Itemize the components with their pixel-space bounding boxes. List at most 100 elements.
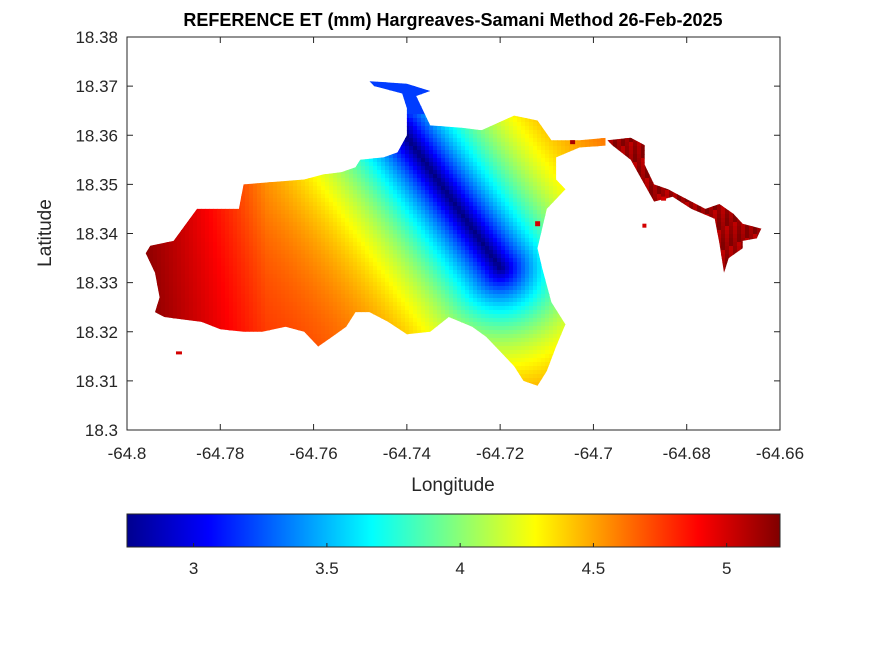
et-cell <box>257 226 262 231</box>
et-cell <box>529 182 534 187</box>
et-cell <box>469 130 474 135</box>
et-cell <box>381 238 386 243</box>
et-cell <box>453 226 458 231</box>
et-cell <box>385 162 390 167</box>
et-cell <box>285 238 290 243</box>
et-cell <box>529 190 534 195</box>
et-cell <box>401 198 406 203</box>
et-cell <box>245 182 250 187</box>
et-cell <box>357 222 362 227</box>
et-cell <box>285 222 290 227</box>
et-cell <box>317 242 322 247</box>
et-cell <box>529 142 534 147</box>
et-cell <box>193 210 198 215</box>
et-cell <box>453 230 458 235</box>
et-cell <box>557 138 562 143</box>
et-cell <box>445 238 450 243</box>
et-cell <box>441 150 446 155</box>
et-cell <box>521 198 526 203</box>
et-cell <box>309 190 314 195</box>
et-cell <box>413 190 418 195</box>
et-cell <box>449 130 454 135</box>
et-cell <box>437 130 442 135</box>
et-cell <box>513 222 518 227</box>
et-cell <box>309 222 314 227</box>
et-cell <box>429 178 434 183</box>
et-cell <box>237 210 242 215</box>
et-cell <box>437 218 442 223</box>
et-cell <box>237 206 242 211</box>
et-cell <box>337 238 342 243</box>
et-cell <box>277 242 282 247</box>
et-cell <box>265 206 270 211</box>
et-cell <box>489 130 494 135</box>
et-cell <box>421 142 426 147</box>
et-cell <box>501 138 506 143</box>
et-cell <box>473 218 478 223</box>
et-cell <box>341 226 346 231</box>
et-cell <box>513 146 518 151</box>
et-cell <box>329 218 334 223</box>
et-cell <box>325 202 330 207</box>
et-cell <box>421 222 426 227</box>
et-cell <box>469 134 474 139</box>
et-cell <box>417 194 422 199</box>
et-cell <box>285 210 290 215</box>
et-cell <box>469 210 474 215</box>
et-cell <box>377 226 382 231</box>
et-cell <box>489 234 494 239</box>
et-cell <box>505 226 510 231</box>
et-cell <box>549 170 554 175</box>
et-cell <box>413 162 418 167</box>
et-cell <box>509 162 514 167</box>
et-cell <box>545 190 550 195</box>
et-cell <box>281 230 286 235</box>
et-cell <box>533 122 538 127</box>
et-cell <box>421 110 426 115</box>
et-cell <box>409 142 414 147</box>
et-cell <box>489 214 494 219</box>
et-cell <box>381 230 386 235</box>
et-cell <box>301 206 306 211</box>
et-cell <box>453 214 458 219</box>
et-cell <box>477 190 482 195</box>
et-cell <box>421 126 426 131</box>
et-cell <box>517 138 522 143</box>
et-cell <box>309 230 314 235</box>
et-cell <box>489 202 494 207</box>
et-cell <box>537 126 542 131</box>
et-cell <box>477 210 482 215</box>
et-cell <box>545 166 550 171</box>
et-cell <box>409 98 414 103</box>
et-cell <box>313 242 318 247</box>
et-cell <box>401 166 406 171</box>
et-cell <box>405 234 410 239</box>
et-cell <box>553 178 558 183</box>
et-cell <box>185 230 190 235</box>
et-cell <box>429 150 434 155</box>
et-cell <box>581 138 586 143</box>
et-cell <box>449 218 454 223</box>
et-cell <box>369 186 374 191</box>
et-cell <box>385 170 390 175</box>
et-cell <box>285 242 290 247</box>
et-cell <box>205 226 210 231</box>
et-cell <box>417 114 422 119</box>
et-cell <box>521 170 526 175</box>
et-cell <box>397 90 402 95</box>
et-cell <box>525 234 530 239</box>
et-cell <box>385 82 390 87</box>
et-cell <box>197 230 202 235</box>
et-cell <box>317 198 322 203</box>
et-cell <box>381 82 386 87</box>
et-cell <box>381 182 386 187</box>
et-cell <box>433 210 438 215</box>
et-cell <box>193 218 198 223</box>
et-cell <box>485 138 490 143</box>
et-cell <box>513 186 518 191</box>
et-cell <box>369 166 374 171</box>
et-cell <box>281 226 286 231</box>
et-cell <box>205 214 210 219</box>
et-cell <box>449 174 454 179</box>
et-cell <box>413 134 418 139</box>
